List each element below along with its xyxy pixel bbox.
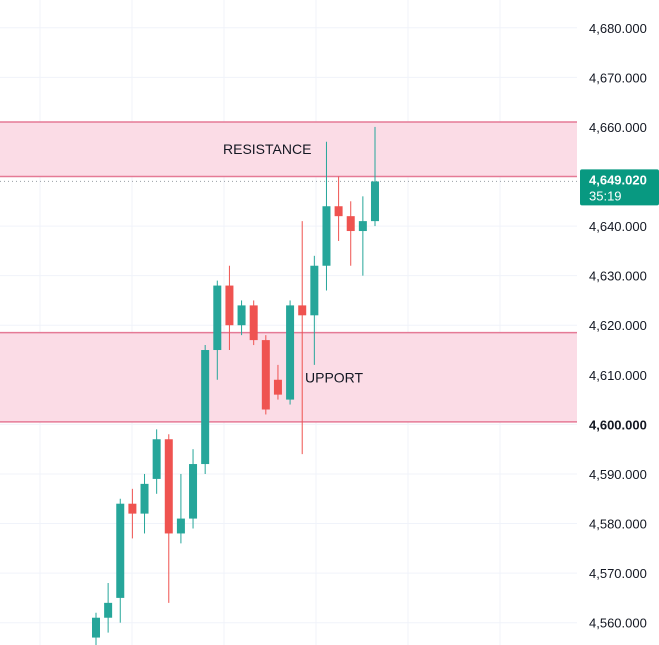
y-tick-label: 4,610.000	[589, 368, 647, 383]
candle	[237, 300, 246, 336]
candle	[128, 488, 137, 539]
candle	[358, 196, 367, 276]
candle-body	[298, 305, 307, 316]
candle-body	[164, 439, 173, 534]
candle-body	[286, 305, 295, 400]
y-tick-label: 4,660.000	[589, 120, 647, 135]
candle-body	[322, 206, 331, 266]
y-tick-label: 4,570.000	[589, 566, 647, 581]
candle	[152, 429, 161, 494]
candle	[176, 473, 185, 544]
candle	[286, 300, 295, 405]
candle	[189, 449, 198, 529]
candle	[249, 300, 258, 346]
candle-body	[261, 340, 270, 410]
candle-body	[358, 221, 367, 232]
y-tick-label: 4,620.000	[589, 318, 647, 333]
candle-body	[176, 518, 185, 534]
candle	[164, 434, 173, 603]
y-tick-label: 4,600.000	[589, 417, 647, 432]
y-tick-label: 4,560.000	[589, 616, 647, 631]
y-tick-label: 4,630.000	[589, 269, 647, 284]
zone-label-resistance: RESISTANCE	[223, 141, 311, 157]
candle-body	[128, 503, 137, 514]
candle-body	[189, 464, 198, 519]
candle	[140, 473, 149, 534]
candles	[92, 126, 379, 645]
y-tick-label: 4,670.000	[589, 70, 647, 85]
candle-body	[201, 350, 210, 465]
candle	[116, 498, 125, 623]
candle-body	[334, 206, 343, 217]
candle	[310, 255, 319, 365]
candle-body	[116, 503, 125, 598]
candle	[298, 221, 307, 455]
y-tick-label: 4,680.000	[589, 21, 647, 36]
price-badge-value: 4,649.020	[589, 172, 647, 187]
candle	[261, 335, 270, 415]
y-tick-label: 4,580.000	[589, 517, 647, 532]
candle-body	[237, 305, 246, 326]
candle	[92, 612, 100, 645]
candle-body	[152, 439, 161, 479]
candle	[370, 126, 379, 227]
candle	[273, 364, 282, 400]
candle-body	[273, 379, 282, 395]
candle	[213, 280, 222, 380]
candle-body	[249, 305, 258, 341]
candle	[346, 201, 355, 266]
price-badge-countdown: 35:19	[589, 188, 622, 203]
y-axis-ticks: 4,560.000 4,570.000 4,580.000 4,590.000 4,60…	[589, 21, 647, 631]
zone-label-upport: UPPORT	[305, 369, 364, 385]
price-badge-bg	[580, 169, 659, 206]
candle-body	[92, 617, 100, 638]
candle	[201, 345, 210, 474]
candle	[225, 265, 234, 351]
candle-body	[104, 602, 113, 618]
y-tick-label: 4,590.000	[589, 467, 647, 482]
candle-body	[140, 483, 149, 514]
candle-body	[310, 265, 319, 316]
candle	[104, 583, 113, 633]
candle-body	[346, 216, 355, 232]
zone-fill-resistance	[0, 121, 577, 177]
y-tick-label: 4,640.000	[589, 219, 647, 234]
candle	[334, 176, 343, 241]
candle-body	[370, 181, 379, 222]
candle-body	[213, 285, 222, 351]
candle	[322, 141, 331, 291]
candle-body	[225, 285, 234, 326]
